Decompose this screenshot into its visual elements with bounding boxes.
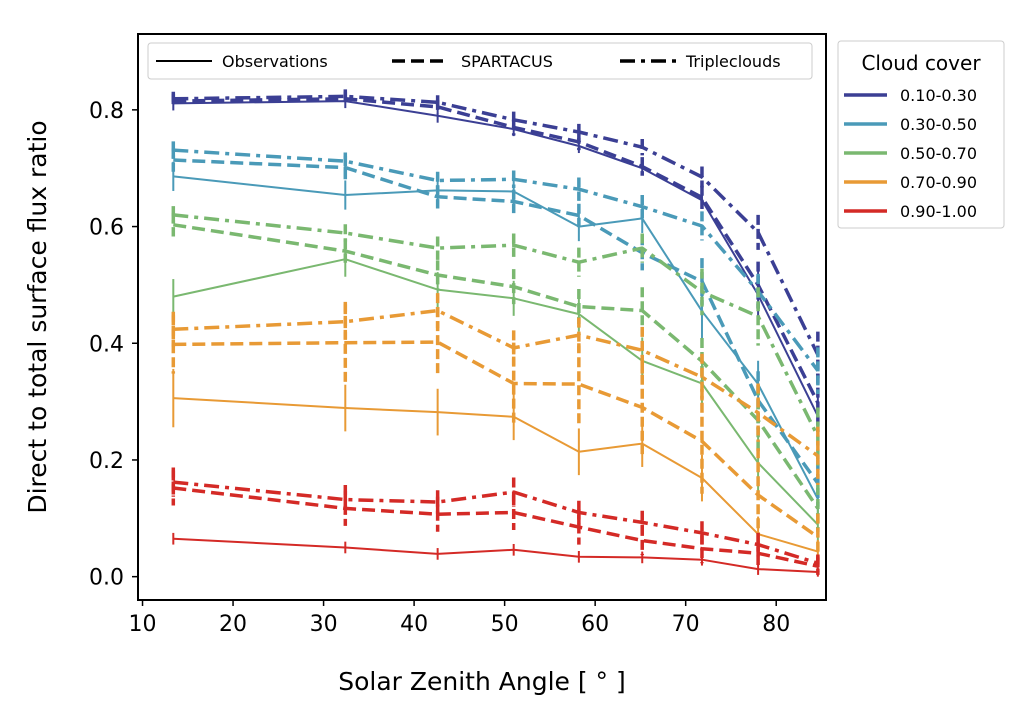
style-legend-box	[147, 42, 813, 80]
series-line	[173, 148, 820, 372]
x-tick-label: 50	[491, 612, 519, 637]
x-tick-label: 10	[129, 612, 157, 637]
x-tick-label: 80	[762, 612, 790, 637]
x-axis-label: Solar Zenith Angle [ ° ]	[338, 667, 626, 696]
y-tick-label: 0.0	[89, 566, 124, 591]
plot-frame	[137, 33, 827, 601]
series-tripleclouds-0.70-0.90	[171, 293, 820, 486]
series-spartacus-0.70-0.90	[171, 301, 820, 561]
style-legend-label: Tripleclouds	[685, 52, 781, 71]
series-observations-0.30-0.50	[172, 161, 819, 517]
y-tick-label: 0.2	[89, 449, 124, 474]
color-legend-label: 0.70-0.90	[900, 173, 977, 192]
color-legend-title: Cloud cover	[861, 51, 981, 75]
series-line	[173, 486, 819, 568]
series-observations-0.90-1.00	[172, 532, 819, 577]
series-line	[173, 308, 819, 458]
color-legend-label: 0.90-1.00	[900, 202, 977, 221]
series-tripleclouds-0.30-0.50	[171, 141, 820, 395]
style-legend-label: SPARTACUS	[461, 52, 553, 71]
color-legend: Cloud cover 0.10-0.30 0.30-0.50 0.50-0.70 0…	[837, 40, 1005, 229]
chart-marks	[171, 89, 820, 577]
series-line	[173, 158, 820, 485]
series-line	[173, 480, 819, 565]
y-tick-label: 0.6	[89, 216, 124, 241]
color-legend-label: 0.50-0.70	[900, 144, 977, 163]
x-tick-label: 20	[219, 612, 247, 637]
y-tick-label: 0.4	[89, 332, 124, 357]
series-line	[173, 537, 818, 573]
series-line	[173, 340, 819, 539]
style-legend-label: Observations	[222, 52, 328, 71]
series-spartacus-0.90-1.00	[171, 470, 820, 575]
x-tick-label: 30	[310, 612, 338, 637]
series-line	[173, 397, 819, 553]
x-tick-label: 60	[581, 612, 609, 637]
series-observations-0.70-0.90	[172, 368, 819, 564]
x-tick-label: 40	[400, 612, 428, 637]
color-legend-label: 0.30-0.50	[900, 115, 977, 134]
series-line	[173, 223, 820, 510]
x-tick-label: 70	[672, 612, 700, 637]
series-spartacus-0.30-0.50	[171, 148, 820, 507]
style-legend: Observations SPARTACUS Tripleclouds	[147, 42, 813, 80]
axes: 10 20 30 40 50 60 70 80 0.0 0.2 0.4 0.6 0.8	[89, 99, 790, 637]
y-axis-label: Direct to total surface flux ratio	[23, 120, 52, 513]
color-legend-label: 0.10-0.30	[900, 86, 977, 105]
series-line	[173, 100, 819, 417]
y-tick-label: 0.8	[89, 99, 124, 124]
series-spartacus-0.10-0.30	[171, 91, 820, 432]
series-tripleclouds-0.90-1.00	[171, 467, 820, 572]
